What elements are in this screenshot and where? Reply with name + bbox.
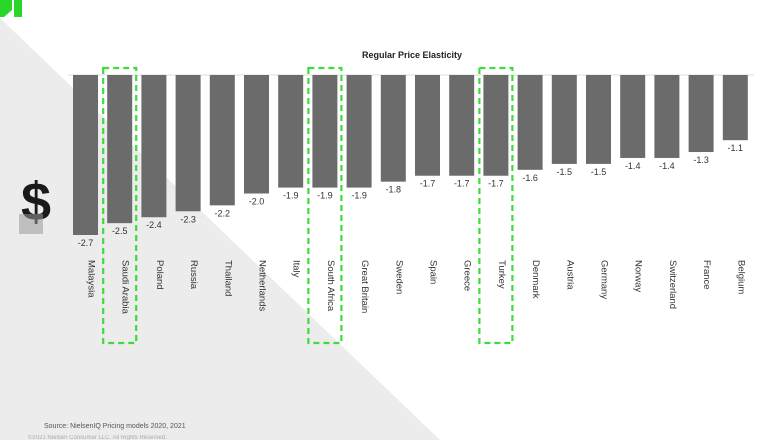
- bar-spain: [415, 75, 440, 176]
- bar-italy: [278, 75, 304, 188]
- value-label-italy: -1.9: [283, 191, 299, 201]
- category-label-germany: Germany: [599, 260, 610, 299]
- highlight-boxes-group: [102, 66, 514, 345]
- category-label-sweden: Sweden: [393, 260, 404, 294]
- bar-south-africa: [312, 75, 338, 188]
- bar-austria: [551, 75, 577, 164]
- value-labels-group: -2.7 -2.5 -2.4 -2.3 -2.2 -2.0 -1.9 -1.9 -1.9 -1.8…: [78, 143, 743, 248]
- value-label-france: -1.3: [693, 155, 709, 165]
- source-note: Source: NielsenIQ Pricing models 2020, 2…: [44, 423, 186, 430]
- bar-saudi-arabia: [107, 75, 133, 224]
- highlight-box-south-africa: [307, 66, 343, 345]
- value-label-denmark: -1.6: [522, 173, 538, 183]
- bar-france: [688, 75, 714, 153]
- category-label-belgium: Belgium: [735, 260, 746, 294]
- category-label-thailand: Thailand: [222, 260, 233, 296]
- value-label-sweden: -1.8: [386, 185, 402, 195]
- category-label-norway: Norway: [633, 260, 644, 292]
- category-label-switzerland: Switzerland: [667, 260, 678, 309]
- value-label-norway: -1.4: [625, 161, 641, 171]
- category-label-russia: Russia: [188, 260, 199, 290]
- bar-great-britain: [346, 75, 372, 188]
- category-label-turkey: Turkey: [496, 260, 507, 289]
- value-label-thailand: -2.2: [215, 208, 231, 218]
- value-label-greece: -1.7: [454, 179, 470, 189]
- bar-norway: [620, 75, 646, 158]
- value-label-belgium: -1.1: [728, 143, 744, 153]
- bar-greece: [449, 75, 475, 176]
- copyright-note: ©2021 Nielsen Consumer LLC. All Rights R…: [28, 435, 167, 440]
- category-labels-group: Malaysia Saudi Arabia Poland Russia Thailand…: [86, 260, 747, 315]
- value-label-saudi-arabia: -2.5: [112, 226, 128, 236]
- bar-turkey: [483, 75, 509, 176]
- value-label-malaysia: -2.7: [78, 238, 94, 248]
- category-label-austria: Austria: [564, 260, 575, 290]
- chart-title: Regular Price Elasticity: [362, 50, 462, 60]
- bar-sweden: [380, 75, 406, 182]
- bars-group: [73, 75, 748, 235]
- dollar-icon: $: [19, 172, 51, 234]
- bar-germany: [586, 75, 611, 164]
- category-label-france: France: [701, 260, 712, 290]
- value-label-poland: -2.4: [146, 220, 162, 230]
- bar-russia: [175, 75, 201, 212]
- category-label-italy: Italy: [291, 260, 302, 278]
- category-label-malaysia: Malaysia: [86, 260, 97, 298]
- value-label-south-africa: -1.9: [317, 191, 333, 201]
- category-label-denmark: Denmark: [530, 260, 541, 299]
- highlight-box-saudi-arabia: [102, 66, 138, 345]
- category-label-poland: Poland: [154, 260, 165, 290]
- bar-netherlands: [244, 75, 269, 194]
- category-label-south-africa: South Africa: [325, 260, 336, 312]
- bar-switzerland: [654, 75, 680, 158]
- value-label-netherlands: -2.0: [249, 197, 265, 207]
- bar-denmark: [517, 75, 543, 170]
- value-label-spain: -1.7: [420, 179, 436, 189]
- bar-belgium: [722, 75, 748, 141]
- background-diagonal-shade: [0, 0, 440, 440]
- category-label-greece: Greece: [462, 260, 473, 291]
- category-label-saudi-arabia: Saudi Arabia: [120, 260, 131, 315]
- bar-malaysia: [73, 75, 98, 235]
- category-label-netherlands: Netherlands: [257, 260, 268, 311]
- value-label-switzerland: -1.4: [659, 161, 675, 171]
- brand-logo-mark: [0, 0, 22, 17]
- value-label-germany: -1.5: [591, 167, 607, 177]
- bar-poland: [141, 75, 167, 218]
- category-label-spain: Spain: [428, 260, 439, 284]
- value-label-great-britain: -1.9: [351, 191, 367, 201]
- value-label-austria: -1.5: [557, 167, 573, 177]
- value-label-turkey: -1.7: [488, 179, 504, 189]
- bar-thailand: [209, 75, 235, 206]
- value-label-russia: -2.3: [180, 214, 196, 224]
- highlight-box-turkey: [478, 66, 514, 345]
- category-label-great-britain: Great Britain: [359, 260, 370, 313]
